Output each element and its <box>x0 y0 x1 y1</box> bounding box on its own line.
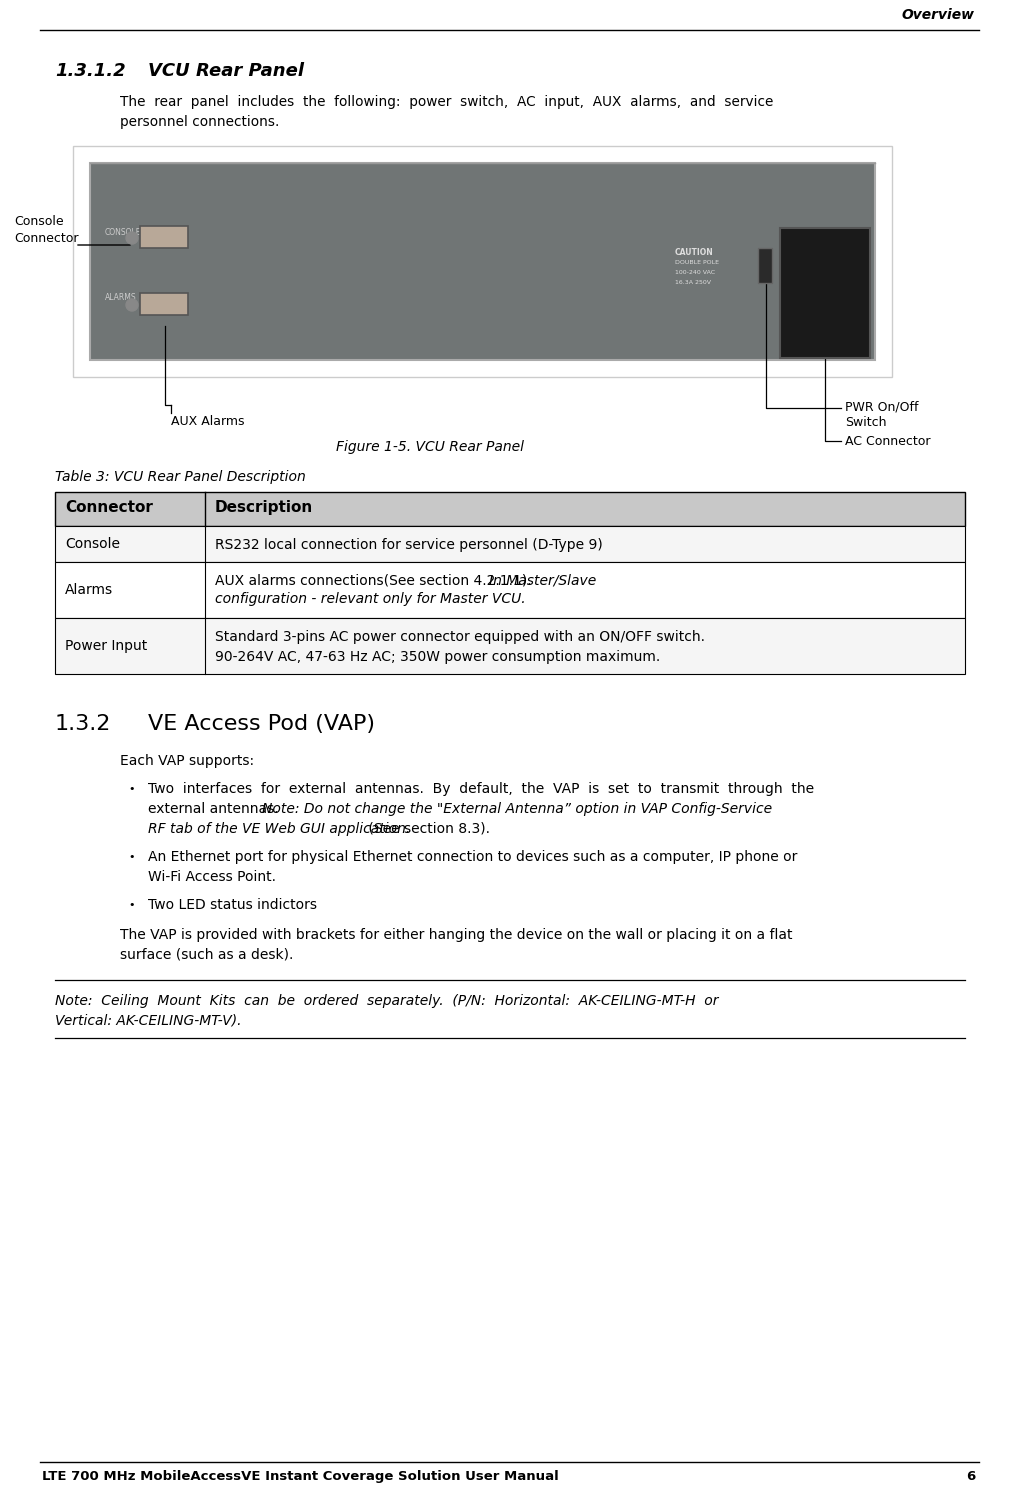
Text: 6: 6 <box>966 1470 975 1484</box>
Text: In Master/Slave: In Master/Slave <box>489 574 597 589</box>
Text: personnel connections.: personnel connections. <box>120 115 279 128</box>
Text: LTE 700 MHz MobileAccessVE Instant Coverage Solution User Manual: LTE 700 MHz MobileAccessVE Instant Cover… <box>42 1470 558 1484</box>
Text: Figure 1-5. VCU Rear Panel: Figure 1-5. VCU Rear Panel <box>336 441 524 454</box>
Text: external antennas.: external antennas. <box>148 802 283 816</box>
Text: 16.3A 250V: 16.3A 250V <box>675 279 711 285</box>
Bar <box>55 619 965 674</box>
Text: •: • <box>128 784 135 793</box>
Text: 90-264V AC, 47-63 Hz AC; 350W power consumption maximum.: 90-264V AC, 47-63 Hz AC; 350W power cons… <box>215 650 660 663</box>
Bar <box>55 492 965 526</box>
Text: Note: Do not change the "External Antenna” option in VAP Config-Service: Note: Do not change the "External Antenn… <box>262 802 772 816</box>
Text: Description: Description <box>215 500 313 515</box>
Text: Note:  Ceiling  Mount  Kits  can  be  ordered  separately.  (P/N:  Horizontal:  : Note: Ceiling Mount Kits can be ordered … <box>55 994 718 1008</box>
Bar <box>780 229 870 359</box>
Text: Each VAP supports:: Each VAP supports: <box>120 754 254 768</box>
Circle shape <box>126 232 138 244</box>
Text: surface (such as a desk).: surface (such as a desk). <box>120 949 293 962</box>
Text: Switch: Switch <box>845 415 887 429</box>
Text: 1.3.1.2: 1.3.1.2 <box>55 61 125 81</box>
Text: Console
Connector: Console Connector <box>14 215 78 245</box>
Text: (See section 8.3).: (See section 8.3). <box>365 822 490 837</box>
Text: ALARMS: ALARMS <box>105 293 137 302</box>
Bar <box>758 248 772 282</box>
Text: RF tab of the VE Web GUI application.: RF tab of the VE Web GUI application. <box>148 822 411 837</box>
Bar <box>140 226 187 248</box>
Text: Console: Console <box>65 536 120 551</box>
Text: Wi-Fi Access Point.: Wi-Fi Access Point. <box>148 870 276 884</box>
Text: Two  interfaces  for  external  antennas.  By  default,  the  VAP  is  set  to  : Two interfaces for external antennas. By… <box>148 781 814 796</box>
Text: Alarms: Alarms <box>65 583 113 598</box>
Text: CONSOLE: CONSOLE <box>105 229 142 238</box>
Text: An Ethernet port for physical Ethernet connection to devices such as a computer,: An Ethernet port for physical Ethernet c… <box>148 850 798 864</box>
Text: 1.3.2: 1.3.2 <box>55 714 111 734</box>
Bar <box>140 293 187 315</box>
Text: DOUBLE POLE: DOUBLE POLE <box>675 260 719 264</box>
Text: 100-240 VAC: 100-240 VAC <box>675 270 715 275</box>
Text: Standard 3-pins AC power connector equipped with an ON/OFF switch.: Standard 3-pins AC power connector equip… <box>215 630 705 644</box>
Text: Overview: Overview <box>902 7 975 22</box>
Bar <box>55 562 965 619</box>
Text: Power Input: Power Input <box>65 639 148 653</box>
Text: AUX alarms connections(See section 4.2.1.1).: AUX alarms connections(See section 4.2.1… <box>215 574 536 589</box>
Text: VCU Rear Panel: VCU Rear Panel <box>148 61 304 81</box>
Text: •: • <box>128 899 135 910</box>
Text: configuration - relevant only for Master VCU.: configuration - relevant only for Master… <box>215 592 526 607</box>
Text: Two LED status indictors: Two LED status indictors <box>148 898 317 911</box>
Text: RS232 local connection for service personnel (D-Type 9): RS232 local connection for service perso… <box>215 538 603 551</box>
Text: AC Connector: AC Connector <box>845 435 930 448</box>
Bar <box>73 146 892 376</box>
Text: CAUTION: CAUTION <box>675 248 713 257</box>
Text: •: • <box>128 852 135 862</box>
Bar <box>90 163 875 360</box>
Circle shape <box>126 299 138 311</box>
Text: The  rear  panel  includes  the  following:  power  switch,  AC  input,  AUX  al: The rear panel includes the following: p… <box>120 96 773 109</box>
Bar <box>55 526 965 562</box>
Text: VE Access Pod (VAP): VE Access Pod (VAP) <box>148 714 375 734</box>
Text: AUX Alarms: AUX Alarms <box>171 415 245 427</box>
Text: PWR On/Off: PWR On/Off <box>845 400 918 412</box>
Text: Table 3: VCU Rear Panel Description: Table 3: VCU Rear Panel Description <box>55 471 306 484</box>
Text: Vertical: AK-CEILING-MT-V).: Vertical: AK-CEILING-MT-V). <box>55 1014 242 1028</box>
Text: The VAP is provided with brackets for either hanging the device on the wall or p: The VAP is provided with brackets for ei… <box>120 928 793 943</box>
Text: Connector: Connector <box>65 500 153 515</box>
